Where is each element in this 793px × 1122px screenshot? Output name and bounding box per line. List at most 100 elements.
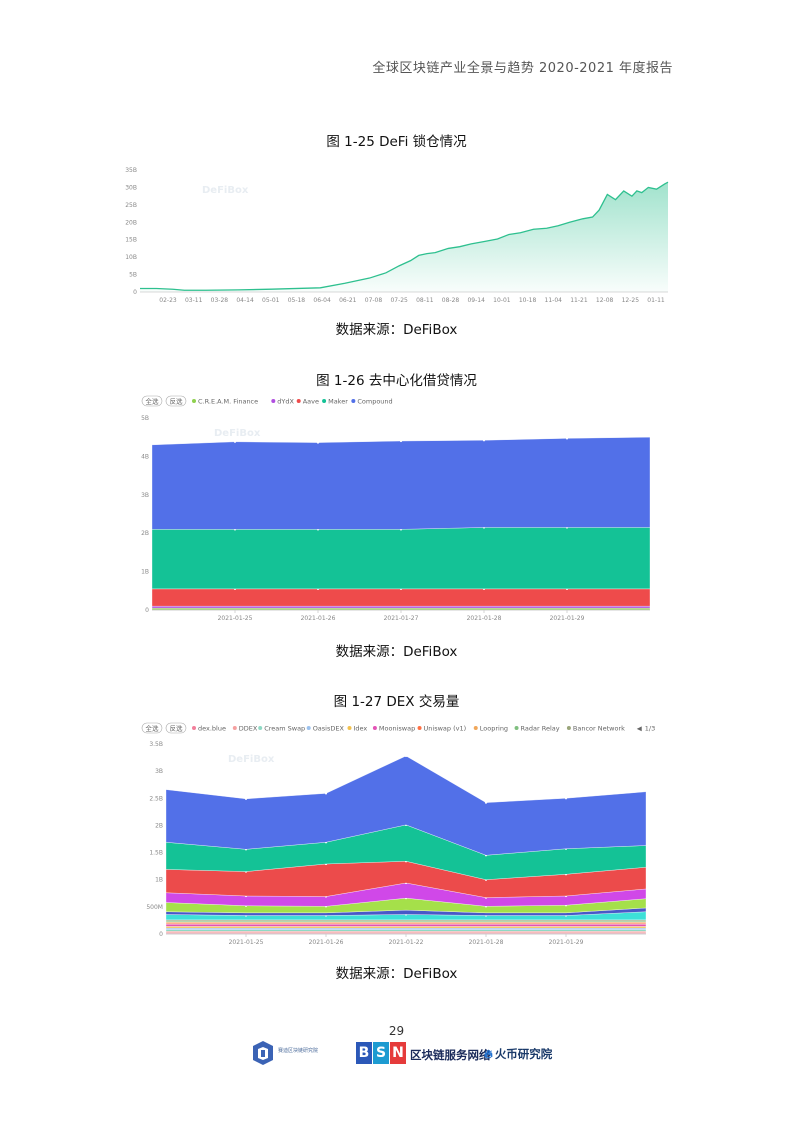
legend-page-indicator: 1/3 (645, 725, 655, 733)
legend-button-label: 全选 (146, 397, 160, 406)
select-all-button (141, 722, 163, 734)
x-tick-label: 01-11 (647, 297, 665, 304)
x-tick-label: 10-18 (519, 297, 537, 304)
legend-marker (473, 726, 478, 730)
y-tick-label: 30B (125, 184, 137, 191)
huobi-logo-text: 火币研究院 (494, 1047, 553, 1061)
ccid-logo-text: 赛迪区块链研究院 (278, 1048, 319, 1054)
figure-3-caption: 图 1-27 DEX 交易量 (333, 694, 460, 710)
series-area-mooniswap (165, 924, 647, 927)
bsn-logo: B S N (356, 1042, 407, 1064)
x-tick-label: 03-28 (211, 297, 229, 304)
legend-marker (322, 399, 327, 403)
y-tick-label: 25B (125, 202, 137, 209)
x-tick-label: 04-14 (236, 297, 254, 304)
x-tick-label: 08-11 (416, 297, 434, 304)
bsn-logo-text: 区块链服务网络 (410, 1048, 491, 1062)
x-tick-label: 2021-01-28 (467, 615, 502, 622)
flame-icon: 🔥︎ (484, 1047, 493, 1061)
bsn-letter-b: B (356, 1042, 372, 1064)
series-area-dydx (151, 605, 651, 609)
y-tick-label: 2.5B (149, 795, 163, 802)
y-tick-label: 3B (155, 768, 163, 775)
y-tick-label: 0 (159, 931, 163, 938)
legend-label: dYdX (277, 398, 294, 406)
x-tick-label: 12-25 (622, 297, 640, 304)
legend-label: Idex (354, 725, 368, 733)
legend-marker (296, 399, 301, 403)
x-tick-label: 06-04 (313, 297, 331, 304)
legend-label: Mooniswap (379, 725, 415, 733)
chart-watermark: DeFiBox (214, 428, 261, 439)
y-tick-label: 35B (125, 167, 137, 174)
y-tick-label: 3B (141, 492, 149, 499)
page-number: 29 (388, 1024, 405, 1038)
y-tick-label: 2B (141, 530, 149, 537)
series-area-cream-swap (165, 929, 647, 932)
chart-dex-volume: 全选 反选 dex.blue DDEX Cream Swap OasisDEX Idex Mo… (140, 718, 660, 948)
x-tick-label: 2021-01-29 (549, 939, 584, 946)
legend-marker (347, 726, 352, 730)
legend-label: Uniswap (v1) (424, 725, 467, 733)
legend-button-label: 全选 (146, 724, 160, 733)
legend-marker (232, 726, 237, 730)
x-tick-label: 2021-01-22 (389, 939, 424, 946)
legend-label: Radar Relay (521, 725, 560, 733)
figure-2-caption: 图 1-26 去中心化借贷情况 (316, 373, 477, 389)
legend-label: DDEX (239, 725, 258, 733)
legend-marker (192, 726, 196, 730)
x-tick-label: 12-08 (596, 297, 614, 304)
x-tick-label: 09-14 (467, 297, 485, 304)
y-tick-label: 5B (141, 415, 149, 422)
figure-1-source: 数据来源：DeFiBox (335, 322, 458, 338)
figure-3-source: 数据来源：DeFiBox (335, 966, 458, 982)
huobi-logo: 🔥︎ 火币研究院 (484, 1046, 552, 1062)
x-tick-label: 2021-01-26 (301, 615, 336, 622)
y-tick-label: 10B (125, 254, 137, 261)
y-tick-label: 20B (125, 219, 137, 226)
x-tick-label: 02-23 (159, 297, 177, 304)
x-tick-label: 07-08 (365, 297, 383, 304)
invert-selection-button (165, 722, 187, 734)
x-tick-label: 2021-01-28 (469, 939, 504, 946)
series-area-aave (151, 588, 651, 607)
x-tick-label: 10-01 (493, 297, 511, 304)
legend-marker (417, 726, 422, 730)
legend-marker (372, 726, 377, 730)
invert-selection-button (165, 395, 187, 407)
bsn-letter-s: S (373, 1042, 389, 1064)
data-point (565, 437, 569, 440)
legend-label: OasisDEX (313, 725, 345, 733)
x-tick-label: 08-28 (442, 297, 460, 304)
legend-button-label: 反选 (170, 724, 184, 733)
legend-marker (306, 726, 311, 730)
y-tick-label: 0 (145, 607, 149, 614)
y-tick-label: 0 (133, 289, 137, 296)
y-tick-label: 3.5B (149, 741, 163, 748)
x-tick-label: 05-01 (262, 297, 280, 304)
series-area-maker (151, 527, 651, 590)
chart-defi-lending: 全选 反选 C.R.E.A.M. Finance dYdX Aave Maker Compo… (140, 394, 660, 626)
figure-2-source: 数据来源：DeFiBox (335, 644, 458, 660)
data-point (324, 792, 328, 795)
legend-label: Maker (328, 398, 348, 406)
legend-marker (351, 399, 356, 403)
legend-label: dex.blue (198, 725, 226, 733)
legend-label: Compound (357, 398, 392, 406)
data-point (244, 797, 248, 800)
x-tick-label: 2021-01-26 (309, 939, 344, 946)
legend-label: Loopring (480, 725, 508, 733)
footer-logos: 赛迪区块链研究院 B S N 区块链服务网络 🔥︎ 火币研究院 (252, 1040, 552, 1070)
legend-label: Bancor Network (573, 725, 625, 733)
figure-1-caption: 图 1-25 DeFi 锁仓情况 (326, 134, 467, 150)
data-point (316, 441, 320, 444)
legend-label: Cream Swap (264, 725, 305, 733)
series-area-ddex (165, 931, 647, 934)
data-point (404, 754, 408, 758)
x-tick-label: 07-25 (390, 297, 408, 304)
bsn-letter-n: N (390, 1042, 406, 1064)
chart-watermark: DeFiBox (228, 754, 275, 765)
x-tick-label: 06-21 (339, 297, 357, 304)
y-tick-label: 5B (129, 272, 137, 279)
tvl-line (140, 181, 669, 291)
